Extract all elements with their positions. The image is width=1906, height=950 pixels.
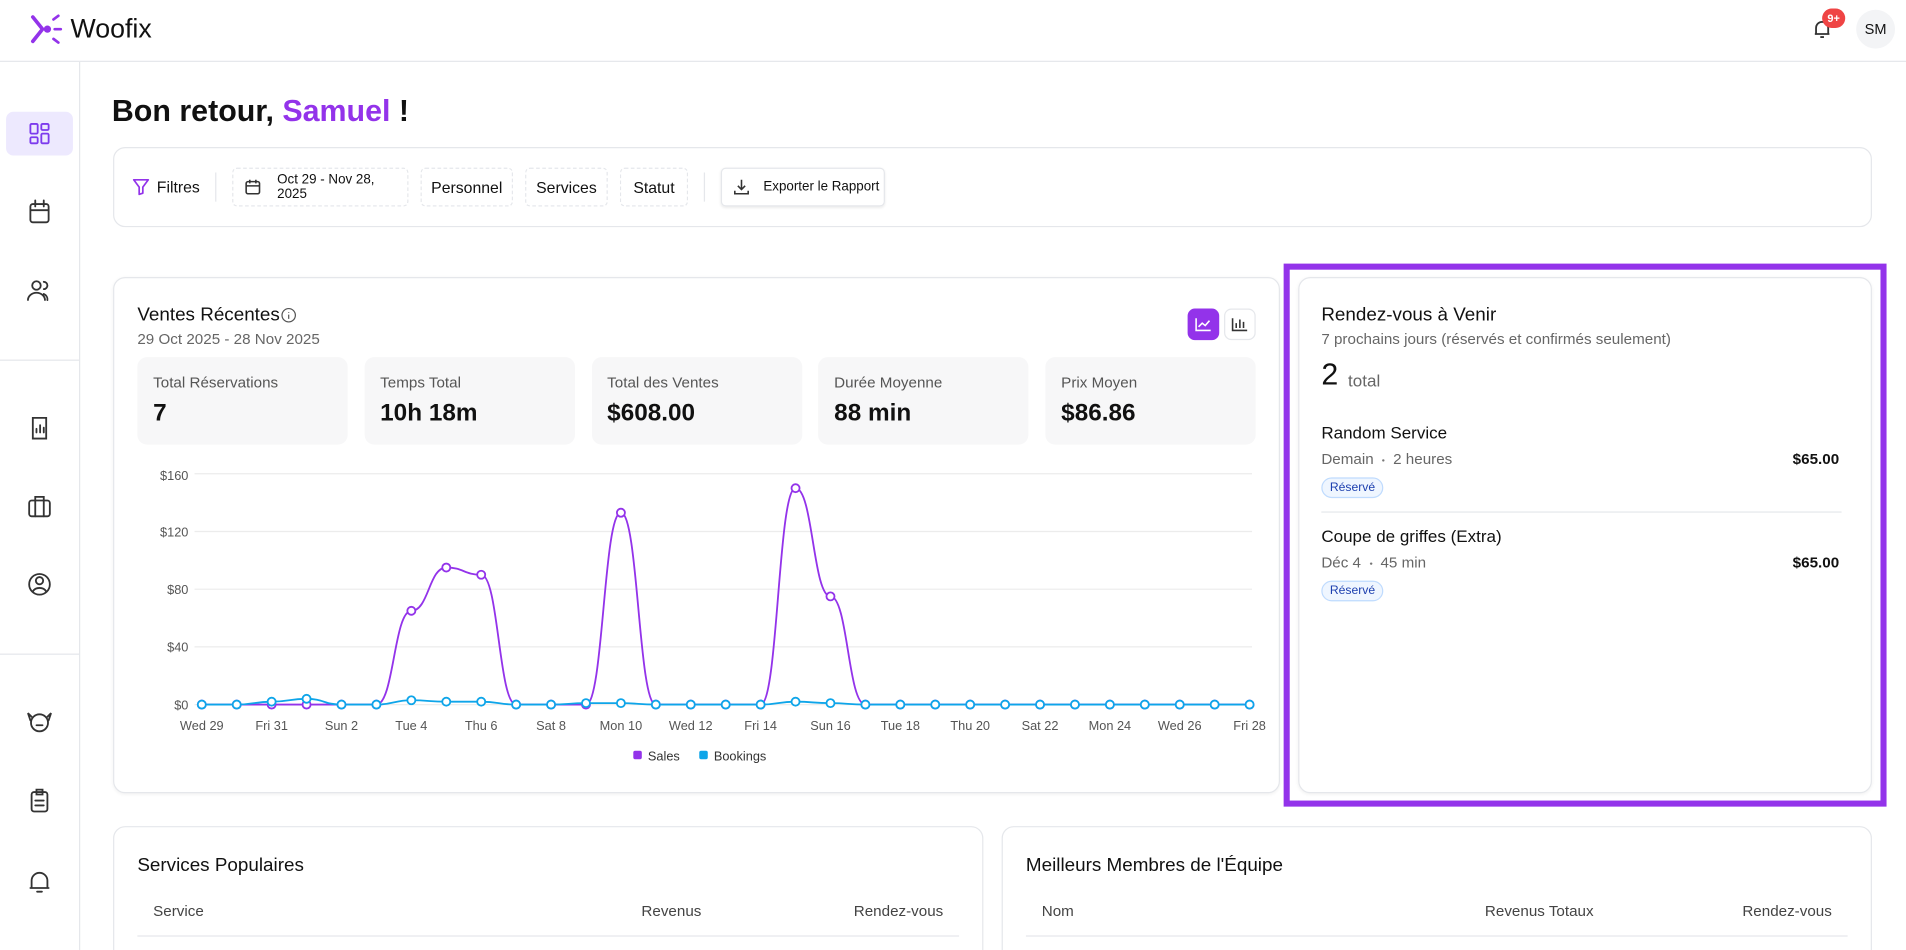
data-point — [407, 696, 415, 704]
x-tick-label: Tue 4 — [395, 718, 427, 733]
data-point — [826, 699, 834, 707]
legend-label: Sales — [648, 748, 680, 763]
data-point — [337, 701, 345, 709]
data-point — [1246, 701, 1254, 709]
data-point — [582, 699, 590, 707]
y-tick-label: $80 — [167, 582, 188, 597]
data-point — [407, 607, 415, 615]
x-tick-label: Sat 8 — [536, 718, 566, 733]
data-point — [757, 701, 765, 709]
data-point — [1001, 701, 1009, 709]
x-tick-label: Sun 16 — [810, 718, 850, 733]
data-point — [617, 509, 625, 517]
x-tick-label: Thu 6 — [465, 718, 498, 733]
x-tick-label: Fri 14 — [744, 718, 777, 733]
x-tick-label: Wed 29 — [180, 718, 224, 733]
data-point — [1106, 701, 1114, 709]
series-line — [202, 488, 1250, 704]
data-point — [722, 701, 730, 709]
x-tick-label: Fri 31 — [255, 718, 288, 733]
x-tick-label: Wed 26 — [1158, 718, 1202, 733]
data-point — [303, 695, 311, 703]
data-point — [442, 564, 450, 572]
legend-swatch — [699, 751, 708, 760]
data-point — [1211, 701, 1219, 709]
data-point — [1071, 701, 1079, 709]
data-point — [652, 701, 660, 709]
data-point — [792, 484, 800, 492]
data-point — [1176, 701, 1184, 709]
data-point — [687, 701, 695, 709]
x-tick-label: Wed 12 — [669, 718, 713, 733]
x-tick-label: Sat 22 — [1022, 718, 1059, 733]
data-point — [931, 701, 939, 709]
legend-label: Bookings — [714, 748, 766, 763]
data-point — [442, 698, 450, 706]
data-point — [861, 701, 869, 709]
y-tick-label: $0 — [174, 697, 188, 712]
x-tick-label: Thu 20 — [950, 718, 990, 733]
y-tick-label: $160 — [160, 468, 188, 483]
data-point — [617, 699, 625, 707]
x-tick-label: Mon 24 — [1089, 718, 1132, 733]
data-point — [477, 698, 485, 706]
x-tick-label: Sun 2 — [325, 718, 358, 733]
data-point — [198, 701, 206, 709]
x-tick-label: Mon 10 — [600, 718, 643, 733]
data-point — [233, 701, 241, 709]
data-point — [547, 701, 555, 709]
y-tick-label: $40 — [167, 640, 188, 655]
data-point — [512, 701, 520, 709]
data-point — [966, 701, 974, 709]
x-tick-label: Tue 18 — [881, 718, 920, 733]
x-tick-label: Fri 28 — [1233, 718, 1266, 733]
data-point — [826, 592, 834, 600]
y-tick-label: $120 — [160, 524, 188, 539]
legend-swatch — [633, 751, 642, 760]
data-point — [792, 698, 800, 706]
data-point — [1141, 701, 1149, 709]
data-point — [268, 698, 276, 706]
data-point — [477, 571, 485, 579]
data-point — [1036, 701, 1044, 709]
data-point — [896, 701, 904, 709]
data-point — [372, 701, 380, 709]
